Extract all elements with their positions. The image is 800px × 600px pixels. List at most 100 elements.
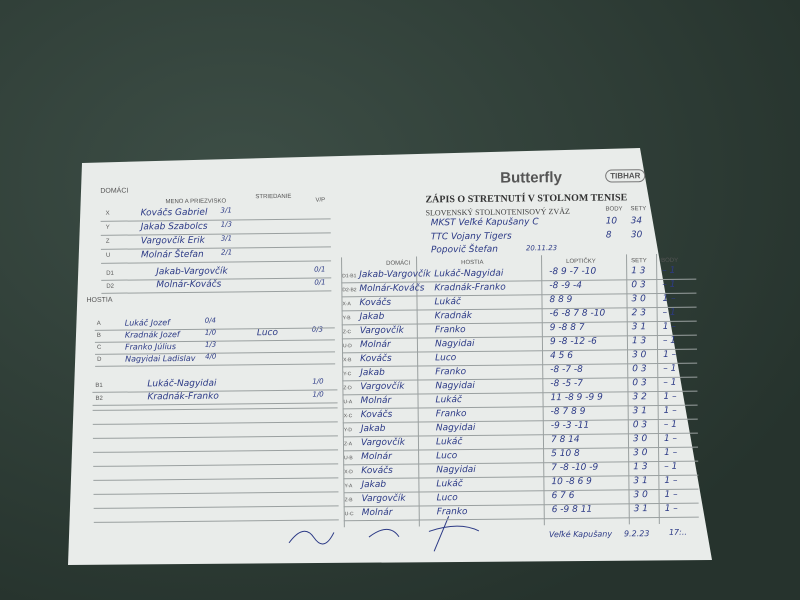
match-points: 1 – — [662, 321, 676, 332]
home-player: Molnár Štefan — [140, 249, 204, 261]
grid-line — [92, 421, 338, 425]
home-doubles-wl: 0/1 — [314, 265, 326, 274]
match-code: U-B — [344, 455, 353, 462]
match-code: X-B — [343, 357, 352, 364]
match-games: 4 5 6 — [550, 350, 574, 362]
guest-player: Nagyidai Ladislav — [125, 353, 196, 364]
match-sets: 3 1 — [633, 476, 648, 487]
match-games: 9 -8 -12 -6 — [549, 336, 597, 348]
match-guest: Kradnák-Franko — [434, 282, 506, 294]
match-home: Vargovčík — [359, 325, 404, 337]
guest-doubles-wl: 1/0 — [312, 390, 324, 399]
footer-place: Veľké Kapušany — [548, 529, 613, 540]
match-sets: 3 2 — [632, 392, 647, 403]
matches-home-col: DOMÁCI — [386, 260, 411, 267]
match-code: Y-B — [342, 315, 351, 322]
match-sets: 3 0 — [633, 490, 648, 501]
player-code: C — [96, 344, 102, 351]
match-points: 1 – — [664, 447, 678, 458]
match-home: Jakab — [361, 479, 387, 491]
match-code: Z-B — [344, 497, 353, 504]
match-points: 1 – — [664, 489, 678, 500]
match-code: U-C — [344, 511, 354, 518]
match-guest: Franko — [435, 409, 467, 420]
match-home: Kováčs — [359, 297, 392, 309]
player-code: X — [105, 210, 110, 217]
player-code: D — [97, 356, 102, 363]
match-sets: 3 1 — [632, 406, 648, 417]
match-home: Jakab — [360, 423, 386, 435]
player-code: A — [96, 320, 101, 327]
match-guest: Nagyidai — [435, 380, 475, 392]
match-code: Z-C — [342, 329, 352, 336]
guest-label: HOSTIA — [86, 296, 113, 304]
home-player-wl: 1/3 — [220, 220, 232, 229]
match-home: Vargovčík — [360, 381, 405, 393]
sheet-title: ZÁPIS O STRETNUTÍ V STOLNOM TENISE — [425, 192, 628, 206]
match-points: – 1 — [662, 335, 677, 346]
match-sets: 3 0 — [632, 434, 648, 445]
match-code: U-A — [343, 399, 353, 406]
match-home: Vargovčík — [360, 437, 406, 449]
tibhar-logo: TIBHAR — [605, 169, 646, 183]
match-sets: 3 0 — [633, 448, 648, 459]
guest-doubles: Lukáč-Nagyidai — [147, 378, 217, 390]
match-code: Y-C — [343, 371, 352, 378]
guest-player-wl: 4/0 — [205, 352, 217, 361]
match-points: – 1 — [663, 363, 677, 374]
match-guest: Nagyidai — [436, 464, 476, 476]
match-guest: Luco — [435, 353, 457, 364]
guest-points: 8 — [605, 230, 612, 241]
doubles-code: D2 — [106, 283, 115, 290]
match-home: Kováčs — [361, 465, 393, 477]
matches-guest-col: HOSTIA — [461, 259, 484, 267]
grid-line — [100, 246, 331, 250]
player-code: Z — [105, 238, 110, 245]
match-sets: 0 3 — [632, 378, 647, 389]
guest-player: Lukáč Jozef — [124, 318, 170, 328]
guest-doubles: Kradnák-Franko — [147, 391, 219, 403]
match-home: Jakab-Vargovčík — [359, 269, 431, 281]
grid-line — [101, 290, 332, 294]
match-home: Molnár — [361, 451, 392, 463]
match-points: – 1 — [662, 265, 676, 276]
grid-line — [92, 435, 338, 439]
match-points: 1 – — [663, 391, 677, 402]
home-team: MKST Veľké Kapušany C — [430, 217, 539, 229]
match-games: 11 -8 9 -9 9 — [550, 392, 603, 404]
guest-player-wl: 1/3 — [204, 340, 217, 349]
guest-team: TTC Vojany Tigers — [430, 231, 512, 243]
signatures — [288, 516, 480, 552]
match-code: Z-A — [343, 441, 353, 448]
home-player-wl: 3/1 — [220, 206, 232, 215]
home-label: DOMÁCI — [100, 187, 129, 195]
games-col: LOPTIČKY — [566, 258, 596, 265]
match-games: 10 -8 6 9 — [551, 476, 592, 488]
match-sets: 0 3 — [631, 280, 646, 291]
match-home: Jakab — [359, 311, 385, 323]
match-games: -9 -3 -11 — [550, 420, 590, 432]
referee: Popovič Štefan — [430, 244, 498, 256]
match-guest: Lukáč — [436, 479, 463, 490]
guest-player: Franko Július — [124, 342, 177, 352]
match-points: 1 – — [664, 503, 678, 514]
match-games: -6 -8 7 8 -10 — [549, 308, 606, 320]
doubles-code: B1 — [95, 382, 103, 389]
match-code: D1-B1 — [342, 273, 357, 280]
grid-line — [92, 407, 338, 411]
home-player: Jakab Szabolcs — [140, 221, 208, 233]
home-doubles: Jakab-Vargovčík — [156, 266, 228, 278]
home-points: 10 — [605, 216, 618, 227]
grid-line — [93, 463, 339, 467]
match-guest: Kradnák — [434, 310, 472, 322]
substitute-name: Luco — [256, 327, 279, 339]
match-games: 7 -8 -10 -9 — [551, 462, 599, 474]
home-player: Vargovčík Erik — [140, 235, 205, 247]
match-guest: Lukáč — [435, 437, 463, 448]
match-row: U-C Molnár Franko 6 -9 8 11 3 1 1 – — [344, 503, 697, 522]
name-col-label: MENO A PRIEZVISKO — [165, 198, 227, 206]
match-guest: Franko — [435, 367, 467, 378]
match-guest: Franko — [434, 325, 466, 336]
match-points: – 1 — [662, 279, 676, 290]
